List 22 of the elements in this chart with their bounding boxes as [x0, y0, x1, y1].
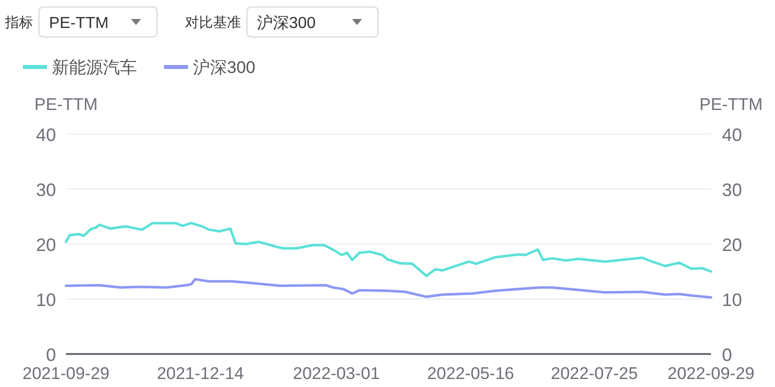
x-tick-label: 2022-09-29 — [668, 364, 754, 383]
y-tick-label: 0 — [46, 345, 56, 365]
y2-tick-label: 40 — [722, 125, 742, 145]
x-tick-label: 2022-03-01 — [292, 364, 380, 383]
y2-tick-label: 30 — [722, 180, 742, 200]
y-tick-label: 20 — [36, 235, 56, 255]
x-tick-label: 2021-09-29 — [22, 364, 110, 383]
y-tick-label: 30 — [36, 180, 56, 200]
x-tick-label: 2022-07-25 — [550, 364, 638, 383]
legend-label: 沪深300 — [193, 58, 256, 77]
y-tick-label: 10 — [36, 290, 56, 310]
legend-label: 新能源汽车 — [52, 58, 137, 77]
y2-tick-label: 0 — [722, 345, 732, 365]
legend-item: 新能源汽车 — [23, 58, 137, 77]
y-tick-label: 40 — [36, 125, 56, 145]
x-tick-label: 2022-05-16 — [427, 364, 514, 383]
y2-tick-label: 10 — [722, 290, 742, 310]
y-axis-title: PE-TTM — [34, 95, 98, 114]
y2-axis-title: PE-TTM — [699, 95, 763, 114]
y2-tick-label: 20 — [722, 235, 742, 255]
x-tick-label: 2021-12-14 — [156, 364, 244, 383]
legend-item: 沪深300 — [164, 58, 256, 77]
